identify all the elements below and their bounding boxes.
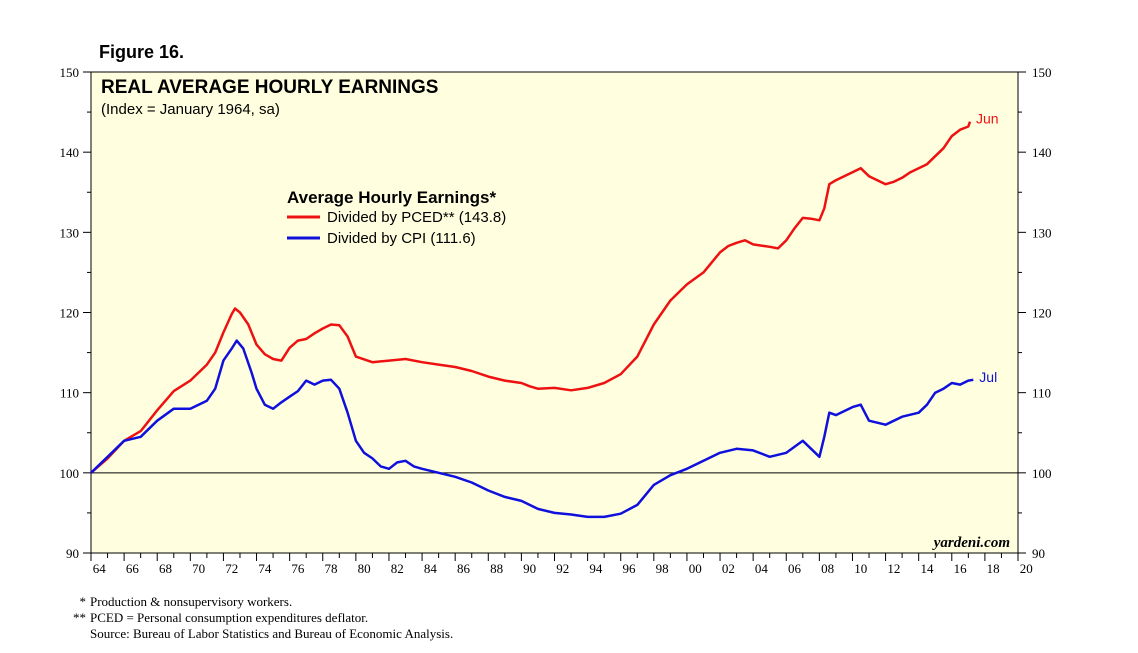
- x-tick-label: 96: [622, 561, 636, 576]
- credit-label: yardeni.com: [932, 535, 1010, 551]
- x-tick-label: 16: [954, 561, 968, 576]
- x-tick-label: 00: [689, 561, 702, 576]
- y-tick-label-right: 100: [1032, 466, 1052, 481]
- legend-label-cpi: Divided by CPI (111.6): [327, 230, 476, 247]
- chart-svg: 90 100 110 120 130 140 150 90 100 110 120 130 140 15…: [60, 65, 1052, 576]
- y-tick-label-left: 120: [60, 306, 80, 321]
- legend: Average Hourly Earnings* Divided by PCED…: [287, 188, 506, 247]
- x-tick-label: 08: [821, 561, 834, 576]
- chart-title: REAL AVERAGE HOURLY EARNINGS: [101, 77, 438, 98]
- footnote-symbol: **: [73, 610, 86, 625]
- x-tick-label: 86: [457, 561, 471, 576]
- series-line-cpi: [90, 339, 974, 519]
- x-tick-label: 78: [325, 561, 338, 576]
- x-tick-label: 12: [887, 561, 900, 576]
- footnote: * Production & nonsupervisory workers.: [58, 594, 453, 610]
- y-tick-label-right: 90: [1032, 546, 1045, 561]
- y-tick-label-left: 150: [60, 65, 80, 80]
- figure-label: Figure 16.: [99, 42, 185, 62]
- y-tick-label-left: 140: [60, 145, 80, 160]
- footnote-text: Production & nonsupervisory workers.: [90, 594, 293, 609]
- x-tick-label: 06: [788, 561, 802, 576]
- y-tick-label-right: 120: [1032, 306, 1052, 321]
- y-tick-label-right: 130: [1032, 225, 1052, 240]
- y-tick-label-right: 150: [1032, 65, 1052, 80]
- x-tick-label: 94: [589, 561, 603, 576]
- x-tick-label: 74: [258, 561, 272, 576]
- legend-label-pced: Divided by PCED** (143.8): [327, 209, 506, 226]
- y-tick-label-left: 90: [66, 546, 79, 561]
- x-tick-label: 10: [854, 561, 867, 576]
- y-tick-label-right: 140: [1032, 145, 1052, 160]
- x-tick-label: 84: [424, 561, 438, 576]
- x-tick-label: 66: [126, 561, 140, 576]
- series-line-pced: [90, 121, 972, 474]
- footnote: ** PCED = Personal consumption expenditur…: [58, 610, 453, 626]
- x-tick-label: 14: [920, 561, 934, 576]
- y-tick-label-right: 110: [1032, 386, 1051, 401]
- footnotes: * Production & nonsupervisory workers. **…: [58, 594, 453, 642]
- y-tick-label-left: 130: [60, 225, 80, 240]
- x-tick-label: 92: [556, 561, 569, 576]
- series-end-label-cpi: Jul: [979, 369, 997, 385]
- x-tick-label: 88: [490, 561, 503, 576]
- footnote-symbol: *: [79, 594, 87, 609]
- x-tick-label: 18: [987, 561, 1000, 576]
- series-end-label-pced: Jun: [976, 111, 999, 127]
- x-tick-label: 80: [358, 561, 371, 576]
- legend-title: Average Hourly Earnings*: [287, 188, 496, 207]
- footnote-text: PCED = Personal consumption expenditures…: [90, 610, 369, 625]
- plot-area: [90, 71, 1019, 554]
- x-tick-label: 82: [391, 561, 404, 576]
- x-tick-label: 64: [93, 561, 107, 576]
- x-tick-label: 70: [192, 561, 205, 576]
- x-tick-label: 76: [291, 561, 305, 576]
- source-note: Source: Bureau of Labor Statistics and B…: [90, 626, 454, 641]
- y-tick-label-left: 100: [60, 466, 80, 481]
- x-tick-label: 90: [523, 561, 536, 576]
- x-tick-label: 02: [722, 561, 735, 576]
- x-tick-label: 20: [1020, 561, 1033, 576]
- x-tick-label: 68: [159, 561, 172, 576]
- y-tick-label-left: 110: [60, 386, 79, 401]
- x-tick-label: 72: [225, 561, 238, 576]
- x-tick-label: 98: [656, 561, 669, 576]
- chart-subtitle: (Index = January 1964, sa): [101, 101, 280, 118]
- x-tick-label: 04: [755, 561, 769, 576]
